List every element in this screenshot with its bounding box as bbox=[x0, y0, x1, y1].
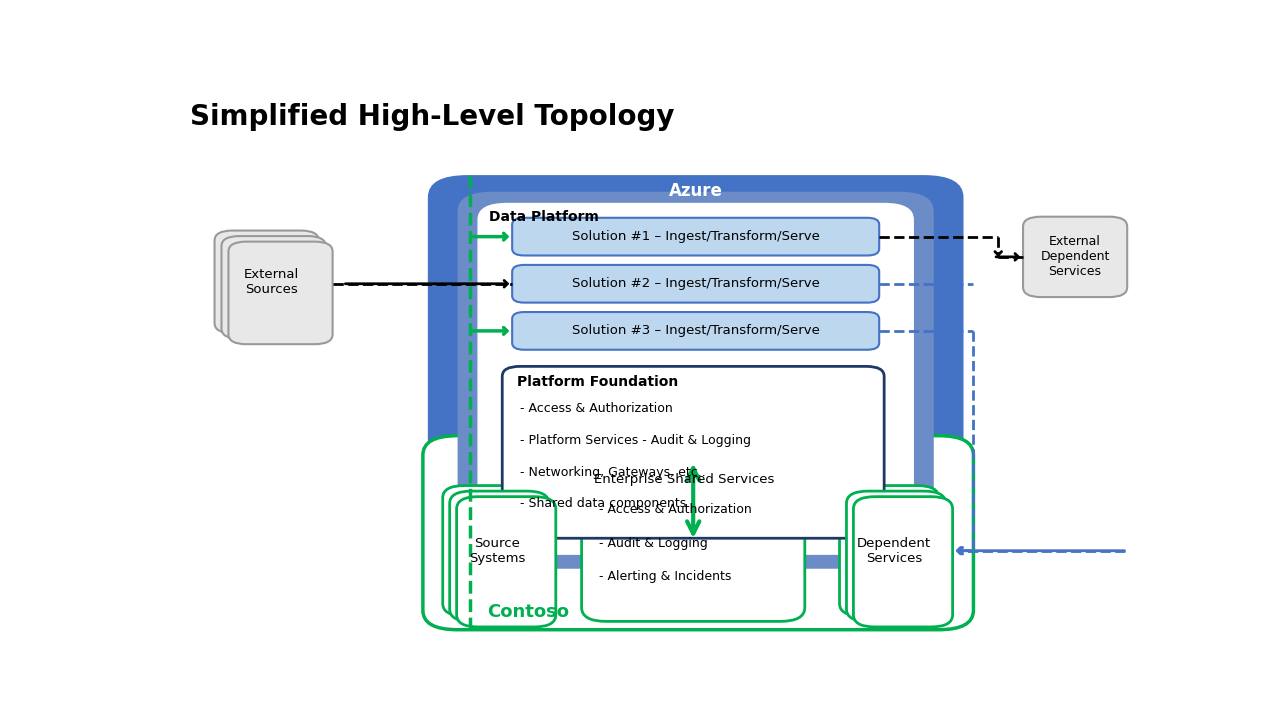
FancyBboxPatch shape bbox=[512, 312, 879, 350]
Text: Contoso: Contoso bbox=[488, 603, 570, 621]
FancyBboxPatch shape bbox=[840, 485, 938, 616]
Text: Solution #2 – Ingest/Transform/Serve: Solution #2 – Ingest/Transform/Serve bbox=[572, 277, 819, 290]
Text: Solution #1 – Ingest/Transform/Serve: Solution #1 – Ingest/Transform/Serve bbox=[572, 230, 819, 243]
Text: Enterprise Shared Services: Enterprise Shared Services bbox=[594, 473, 774, 487]
Text: External
Sources: External Sources bbox=[244, 268, 300, 296]
Text: Azure: Azure bbox=[668, 182, 723, 200]
Text: Source
Systems: Source Systems bbox=[468, 536, 526, 564]
FancyBboxPatch shape bbox=[581, 464, 805, 621]
FancyBboxPatch shape bbox=[846, 491, 946, 621]
FancyBboxPatch shape bbox=[502, 366, 884, 539]
Text: Platform Foundation: Platform Foundation bbox=[517, 375, 678, 390]
FancyBboxPatch shape bbox=[457, 497, 556, 627]
Text: - Shared data components: - Shared data components bbox=[520, 498, 686, 510]
FancyBboxPatch shape bbox=[215, 230, 319, 333]
Text: Dependent
Services: Dependent Services bbox=[858, 536, 931, 564]
Text: - Audit & Logging: - Audit & Logging bbox=[599, 536, 708, 549]
FancyBboxPatch shape bbox=[512, 265, 879, 302]
FancyBboxPatch shape bbox=[228, 242, 333, 344]
Text: - Networking, Gateways, etc..: - Networking, Gateways, etc.. bbox=[520, 466, 705, 479]
FancyBboxPatch shape bbox=[512, 217, 879, 256]
Text: - Access & Authorization: - Access & Authorization bbox=[599, 503, 753, 516]
FancyBboxPatch shape bbox=[443, 485, 541, 616]
FancyBboxPatch shape bbox=[422, 436, 974, 630]
Text: - Alerting & Incidents: - Alerting & Incidents bbox=[599, 570, 732, 582]
FancyBboxPatch shape bbox=[221, 236, 325, 338]
Text: - Platform Services - Audit & Logging: - Platform Services - Audit & Logging bbox=[520, 434, 751, 447]
FancyBboxPatch shape bbox=[854, 497, 952, 627]
FancyBboxPatch shape bbox=[1023, 217, 1128, 297]
Text: Simplified High-Level Topology: Simplified High-Level Topology bbox=[189, 103, 675, 131]
FancyBboxPatch shape bbox=[458, 192, 934, 569]
FancyBboxPatch shape bbox=[428, 175, 964, 585]
Text: - Access & Authorization: - Access & Authorization bbox=[520, 402, 673, 415]
Text: Data Platform: Data Platform bbox=[489, 210, 599, 224]
FancyBboxPatch shape bbox=[477, 203, 914, 555]
FancyBboxPatch shape bbox=[449, 491, 549, 621]
Text: Solution #3 – Ingest/Transform/Serve: Solution #3 – Ingest/Transform/Serve bbox=[572, 325, 819, 338]
Text: External
Dependent
Services: External Dependent Services bbox=[1041, 235, 1110, 279]
